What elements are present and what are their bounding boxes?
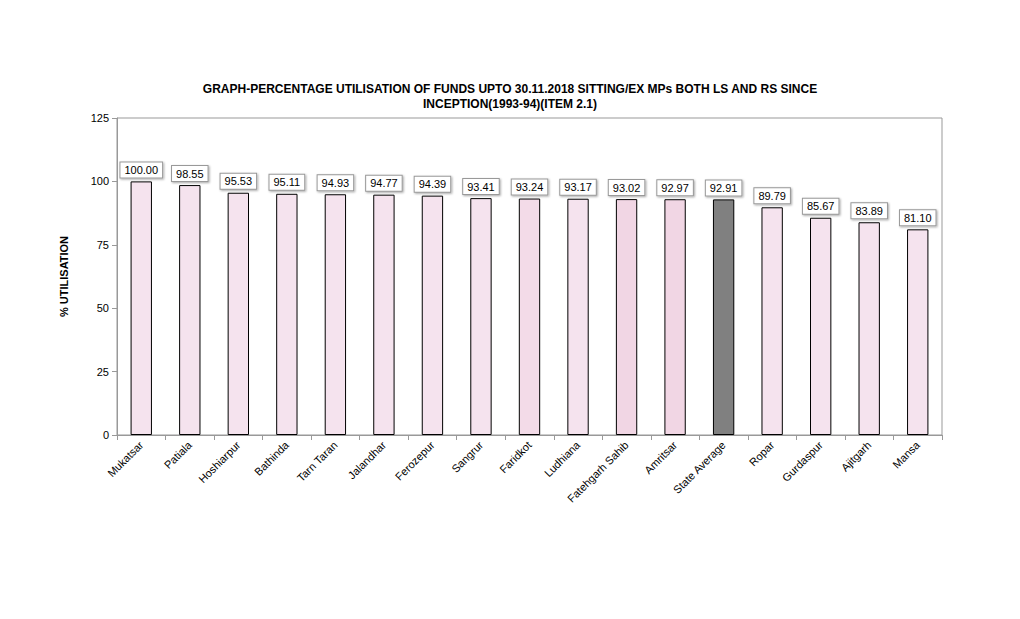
svg-text:100: 100: [91, 175, 109, 187]
svg-text:98.55: 98.55: [176, 168, 204, 180]
svg-text:GRAPH-PERCENTAGE UTILISATION O: GRAPH-PERCENTAGE UTILISATION OF FUNDS UP…: [203, 82, 817, 96]
svg-text:Gurdaspur: Gurdaspur: [780, 439, 825, 484]
svg-text:89.79: 89.79: [758, 190, 786, 202]
svg-text:93.02: 93.02: [613, 182, 641, 194]
svg-text:Amritsar: Amritsar: [642, 439, 680, 477]
svg-text:Jalandhar: Jalandhar: [346, 439, 389, 482]
svg-text:0: 0: [103, 429, 109, 441]
svg-text:Bathinda: Bathinda: [252, 438, 292, 478]
svg-text:Ludhiana: Ludhiana: [542, 438, 583, 479]
svg-text:94.39: 94.39: [419, 178, 447, 190]
svg-text:Mansa: Mansa: [890, 438, 922, 470]
svg-text:93.41: 93.41: [467, 181, 495, 193]
svg-text:% UTILISATION: % UTILISATION: [58, 236, 70, 317]
svg-text:Patiala: Patiala: [162, 438, 195, 471]
svg-text:81.10: 81.10: [904, 212, 932, 224]
svg-text:INCEPTION(1993-94)(ITEM 2.1): INCEPTION(1993-94)(ITEM 2.1): [423, 97, 597, 111]
svg-text:Faridkot: Faridkot: [497, 439, 534, 476]
svg-text:Hoshiarpur: Hoshiarpur: [196, 439, 243, 486]
svg-text:Fatehgarh Sahib: Fatehgarh Sahib: [565, 439, 631, 505]
svg-text:Ferozepur: Ferozepur: [393, 439, 437, 483]
svg-text:125: 125: [91, 112, 109, 124]
svg-text:Ajitgarh: Ajitgarh: [839, 439, 874, 474]
svg-text:50: 50: [97, 302, 109, 314]
svg-text:25: 25: [97, 366, 109, 378]
svg-text:Sangrur: Sangrur: [449, 439, 485, 475]
svg-text:Mukatsar: Mukatsar: [105, 439, 146, 480]
svg-text:100.00: 100.00: [124, 164, 158, 176]
svg-text:92.91: 92.91: [710, 182, 738, 194]
svg-text:95.11: 95.11: [273, 176, 300, 188]
svg-text:95.53: 95.53: [225, 175, 253, 187]
svg-text:State Average: State Average: [671, 439, 728, 496]
svg-text:Ropar: Ropar: [747, 439, 777, 469]
svg-text:94.77: 94.77: [370, 177, 398, 189]
svg-text:93.17: 93.17: [564, 181, 592, 193]
svg-text:75: 75: [97, 239, 109, 251]
svg-text:85.67: 85.67: [807, 200, 835, 212]
svg-text:94.93: 94.93: [322, 177, 350, 189]
svg-text:93.24: 93.24: [516, 181, 544, 193]
svg-text:83.89: 83.89: [855, 205, 883, 217]
svg-text:92.97: 92.97: [661, 182, 689, 194]
svg-text:Tarn Taran: Tarn Taran: [295, 439, 340, 484]
